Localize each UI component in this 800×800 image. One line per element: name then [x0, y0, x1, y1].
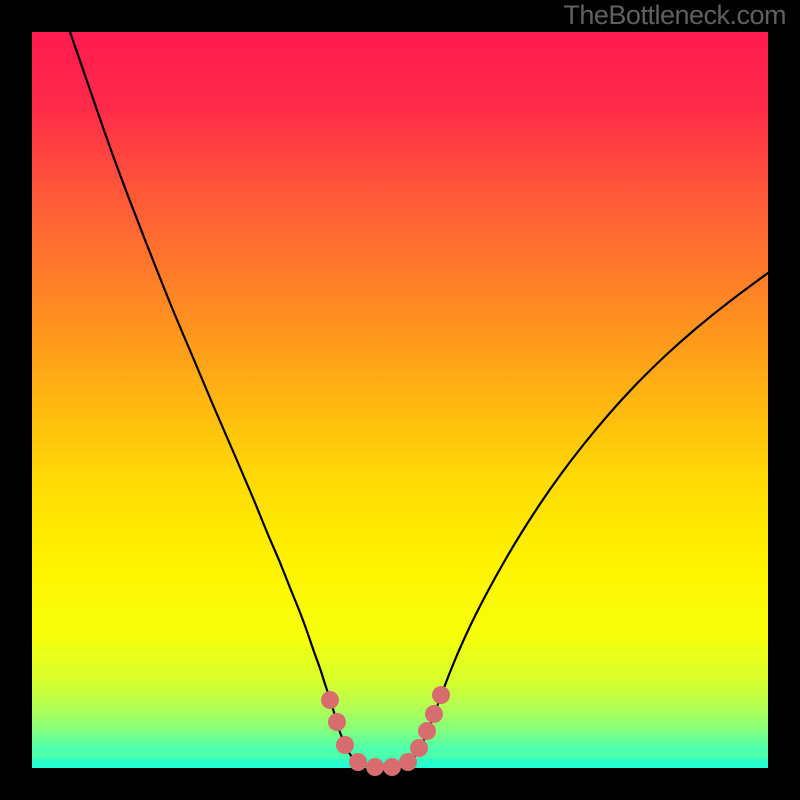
- marker-dot: [432, 686, 450, 704]
- chart-container: TheBottleneck.com: [0, 0, 800, 800]
- plot-area: [32, 32, 768, 768]
- marker-dot: [328, 713, 346, 731]
- bottleneck-chart: [0, 0, 800, 800]
- marker-dot: [321, 691, 339, 709]
- marker-dot: [366, 758, 384, 776]
- watermark-text: TheBottleneck.com: [563, 0, 786, 31]
- marker-dot: [349, 753, 367, 771]
- marker-dot: [383, 758, 401, 776]
- marker-dot: [336, 736, 354, 754]
- marker-dot: [425, 705, 443, 723]
- marker-dot: [410, 739, 428, 757]
- marker-dot: [418, 722, 436, 740]
- marker-dot: [399, 753, 417, 771]
